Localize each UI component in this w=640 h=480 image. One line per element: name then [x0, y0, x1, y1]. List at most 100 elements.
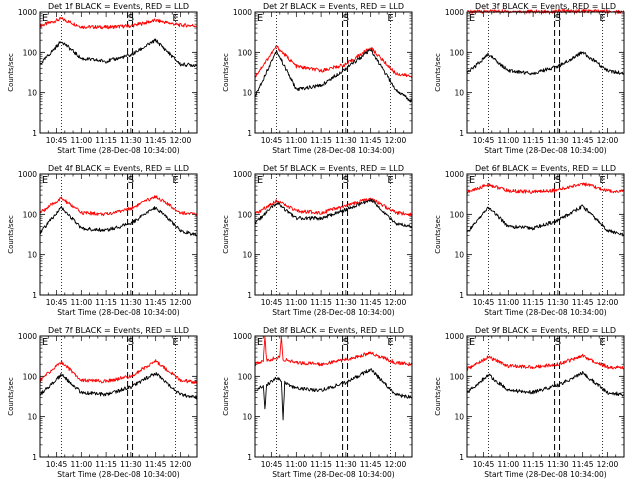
y-tick-label: 1000: [445, 8, 464, 17]
x-tick-label: 11:45: [145, 298, 167, 307]
x-tick-label: 11:30: [120, 460, 142, 469]
x-tick-label: 10:45: [261, 298, 283, 307]
marker-label-e: E: [469, 337, 475, 348]
y-tick-label: 10: [454, 251, 464, 260]
marker-label-e: E: [599, 337, 605, 348]
y-tick-label: 100: [450, 210, 465, 219]
marker-label-s: S: [128, 337, 134, 348]
x-axis-label: Start Time (28-Dec-08 10:34:00): [272, 470, 394, 479]
x-tick-label: 10:45: [473, 298, 495, 307]
x-axis-label: Start Time (28-Dec-08 10:34:00): [484, 470, 606, 479]
x-tick-label: 12:00: [597, 298, 619, 307]
x-tick-label: 11:30: [547, 460, 569, 469]
y-tick-label: 1000: [18, 8, 37, 17]
x-axis-label: Start Time (28-Dec-08 10:34:00): [57, 470, 179, 479]
x-axis-label: Start Time (28-Dec-08 10:34:00): [57, 146, 179, 155]
y-tick-label: 1: [247, 291, 252, 300]
x-tick-label: 11:15: [95, 136, 117, 145]
x-tick-label: 12:00: [597, 460, 619, 469]
marker-label-e: E: [599, 13, 605, 24]
y-tick-label: 10: [27, 251, 37, 260]
x-tick-label: 12:00: [170, 460, 192, 469]
x-axis-label: Start Time (28-Dec-08 10:34:00): [57, 308, 179, 317]
x-tick-label: 11:30: [335, 460, 357, 469]
events-series-line: [466, 51, 625, 76]
events-series-line: [466, 370, 625, 397]
marker-label-s: S: [555, 337, 561, 348]
marker-label-s: S: [343, 337, 349, 348]
events-series-line: [39, 372, 198, 400]
x-tick-label: 11:00: [498, 460, 520, 469]
y-tick-label: 1: [32, 129, 37, 138]
y-tick-label: 100: [450, 372, 465, 381]
marker-label-e: E: [387, 175, 393, 186]
y-tick-label: 1000: [445, 170, 464, 179]
x-tick-label: 11:00: [286, 298, 308, 307]
x-tick-label: 10:45: [46, 298, 68, 307]
x-tick-label: 11:45: [360, 136, 382, 145]
marker-label-s: S: [128, 175, 134, 186]
y-tick-label: 1: [247, 453, 252, 462]
y-axis-label: Counts/sec: [434, 377, 442, 416]
marker-label-e: E: [599, 175, 605, 186]
x-tick-label: 11:00: [71, 298, 93, 307]
chart-panel-5: Det 5f BLACK = Events, RED = LLD Counts/s…: [222, 164, 413, 317]
marker-label-e: E: [42, 175, 48, 186]
chart-panel-3: Det 3f BLACK = Events, RED = LLD Counts/s…: [434, 2, 625, 155]
y-axis-label: Counts/sec: [222, 53, 230, 92]
plot-frame: [254, 335, 413, 458]
lld-series-line: [254, 197, 413, 217]
x-tick-label: 11:45: [572, 298, 594, 307]
y-tick-label: 1: [32, 453, 37, 462]
marker-label-e: E: [387, 337, 393, 348]
chart-title: Det 7f BLACK = Events, RED = LLD: [48, 326, 189, 335]
events-series-line: [254, 48, 413, 103]
chart-title: Det 3f BLACK = Events, RED = LLD: [475, 2, 616, 11]
y-tick-label: 1000: [18, 332, 37, 341]
y-axis-label: Counts/sec: [222, 377, 230, 416]
y-tick-label: 1000: [233, 8, 252, 17]
chart-panel-8: Det 8f BLACK = Events, RED = LLD Counts/s…: [222, 326, 413, 479]
x-tick-label: 11:15: [522, 136, 544, 145]
x-tick-label: 11:00: [286, 136, 308, 145]
x-tick-label: 10:45: [473, 136, 495, 145]
y-tick-label: 1000: [233, 332, 252, 341]
lld-series-line: [254, 336, 413, 367]
x-tick-label: 11:15: [310, 460, 332, 469]
x-tick-label: 11:15: [95, 460, 117, 469]
lld-series-line: [466, 182, 625, 195]
x-tick-label: 11:15: [522, 460, 544, 469]
marker-label-e: E: [172, 175, 178, 186]
plot-frame: [254, 11, 413, 134]
y-tick-label: 100: [23, 210, 38, 219]
y-axis-label: Counts/sec: [7, 377, 15, 416]
marker-label-e: E: [469, 175, 475, 186]
marker-label-e: E: [257, 337, 263, 348]
x-axis-label: Start Time (28-Dec-08 10:34:00): [272, 308, 394, 317]
plot-frame: [254, 173, 413, 296]
plot-frame: [466, 335, 625, 458]
plot-frame: [466, 173, 625, 296]
x-tick-label: 11:45: [360, 298, 382, 307]
x-tick-label: 12:00: [385, 460, 407, 469]
plot-frame: [466, 11, 625, 134]
lld-series-line: [254, 45, 413, 78]
y-tick-label: 1000: [445, 332, 464, 341]
x-tick-label: 11:45: [145, 136, 167, 145]
x-axis-label: Start Time (28-Dec-08 10:34:00): [484, 146, 606, 155]
plot-frame: [39, 335, 198, 458]
lld-series-line: [39, 359, 198, 384]
x-tick-label: 12:00: [385, 136, 407, 145]
marker-label-e: E: [469, 13, 475, 24]
x-tick-label: 11:15: [95, 298, 117, 307]
y-tick-label: 10: [454, 413, 464, 422]
x-tick-label: 11:30: [547, 136, 569, 145]
x-tick-label: 10:45: [46, 136, 68, 145]
y-tick-label: 1: [247, 129, 252, 138]
chart-panel-1: Det 1f BLACK = Events, RED = LLD Counts/s…: [7, 2, 198, 155]
x-tick-label: 11:00: [498, 298, 520, 307]
marker-label-s: S: [555, 13, 561, 24]
chart-title: Det 4f BLACK = Events, RED = LLD: [48, 164, 189, 173]
x-tick-label: 11:45: [572, 136, 594, 145]
y-tick-label: 100: [238, 372, 253, 381]
